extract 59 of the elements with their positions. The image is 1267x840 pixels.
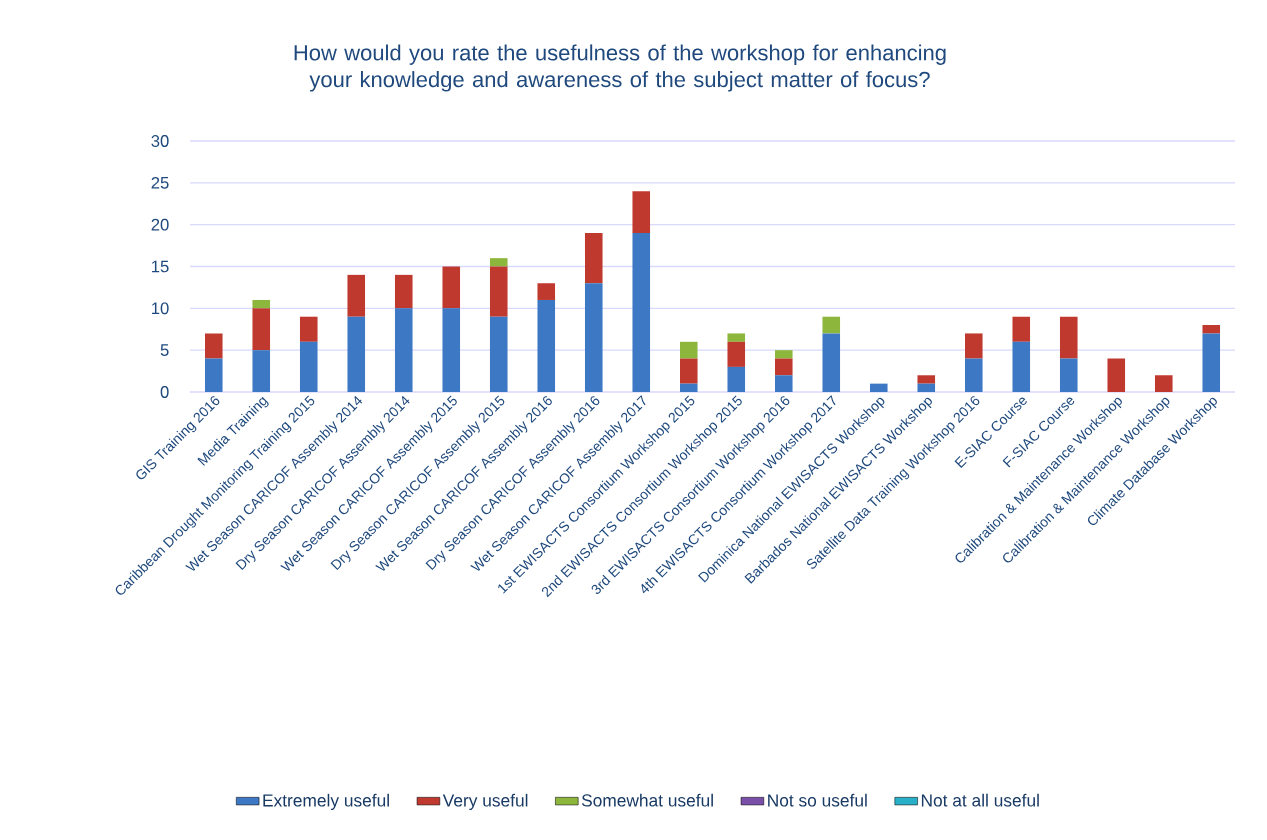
legend-label: Not so useful <box>768 793 867 807</box>
bar <box>204 358 223 392</box>
bar <box>1012 316 1031 342</box>
bar <box>299 316 318 342</box>
legend-label: Not at all useful <box>921 793 1039 807</box>
legend-label: Extremely useful <box>263 793 389 810</box>
bar <box>537 299 556 392</box>
bar <box>964 358 983 392</box>
bar <box>252 308 271 351</box>
bar <box>822 333 841 392</box>
bar <box>964 333 983 359</box>
bar <box>679 341 698 359</box>
bar <box>1107 358 1126 392</box>
bar <box>1202 325 1221 334</box>
bar <box>679 383 698 392</box>
bar <box>489 316 508 392</box>
y-tick-label: 20 <box>151 218 169 231</box>
bar <box>347 274 366 317</box>
bar <box>442 308 461 392</box>
bar <box>679 358 698 384</box>
bar <box>204 333 223 359</box>
bar <box>252 350 271 392</box>
bar <box>917 383 936 392</box>
legend-label: Somewhat useful <box>581 793 713 807</box>
bar <box>442 266 461 309</box>
bar <box>489 266 508 317</box>
legend-label: Very useful <box>442 793 528 810</box>
bar <box>1154 375 1173 392</box>
bar <box>632 233 651 392</box>
y-tick-label: 15 <box>152 260 169 273</box>
bar <box>774 375 793 392</box>
bar <box>347 316 366 392</box>
bar <box>537 283 556 300</box>
chart-title: How would you rate the usefulness of the workshop for enhancing your knowledge and awareness of the subject matter of focus? <box>294 44 946 92</box>
y-tick-label: 25 <box>151 176 169 189</box>
bar <box>252 299 271 309</box>
bar <box>774 358 793 376</box>
bar <box>727 333 746 342</box>
bar <box>299 341 318 392</box>
bar <box>869 383 888 392</box>
y-tick-label: 30 <box>151 135 169 147</box>
bar <box>1059 358 1078 392</box>
y-tick-label: 5 <box>160 344 169 356</box>
bar <box>1202 333 1221 392</box>
bar <box>822 316 841 334</box>
bar <box>917 375 936 384</box>
bar <box>727 366 746 392</box>
bar <box>489 258 508 267</box>
bar <box>727 341 746 367</box>
bar <box>394 308 413 392</box>
y-tick-label: 10 <box>152 302 169 315</box>
bar <box>584 233 603 284</box>
bar <box>1059 316 1078 359</box>
bar <box>774 350 793 359</box>
bar <box>1012 341 1031 392</box>
bar <box>584 283 603 392</box>
bar <box>394 274 413 309</box>
bar <box>632 191 651 234</box>
y-tick-label: 0 <box>160 386 169 398</box>
